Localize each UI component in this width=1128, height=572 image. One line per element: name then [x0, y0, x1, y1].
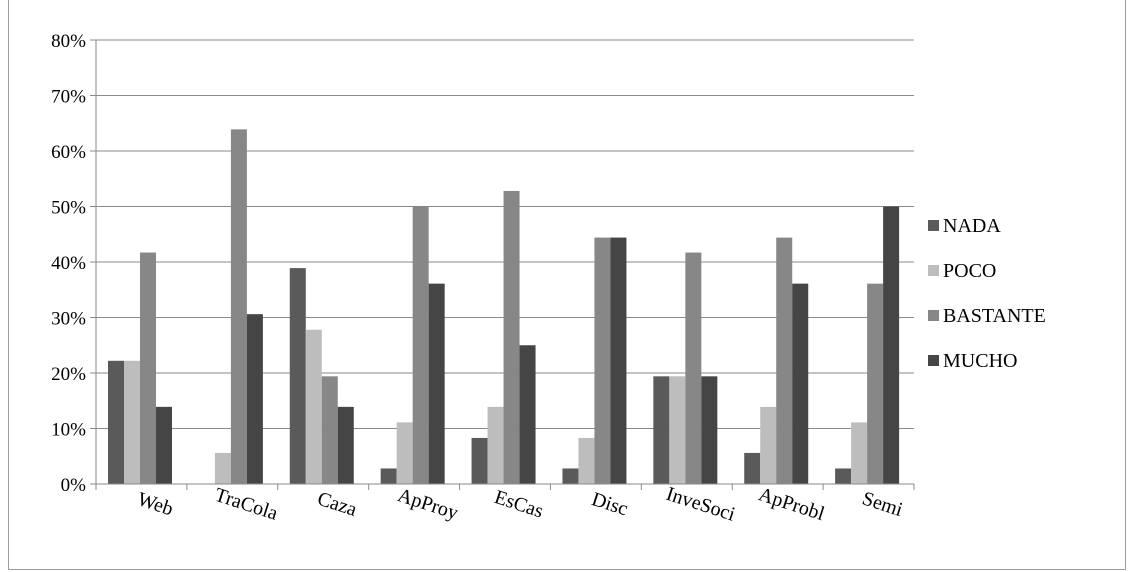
bar-bastante-approbl: [776, 237, 793, 484]
bar-mucho-invesoci: [701, 376, 718, 484]
y-tick-labels: 0% 10% 20% 30% 40% 50% 60% 70% 80%: [51, 31, 86, 496]
bar-nada-approy: [380, 468, 397, 484]
axes: [90, 39, 915, 490]
y-tick-label: 20%: [51, 364, 86, 385]
bar-nada-caza: [289, 268, 306, 484]
y-tick-label: 50%: [51, 198, 86, 219]
y-tick-label: 30%: [51, 309, 86, 330]
bar-mucho-web: [156, 406, 172, 484]
legend-label-mucho: MUCHO: [943, 350, 1017, 372]
bar-poco-disc: [578, 437, 595, 484]
x-category-label: InveSoci: [663, 483, 738, 526]
y-tick-label: 60%: [51, 142, 86, 163]
bar-mucho-caza: [337, 406, 354, 484]
bar-poco-invesoci: [669, 376, 686, 484]
legend-label-poco: POCO: [943, 260, 996, 282]
bar-mucho-approy: [428, 283, 445, 484]
x-category-label: ApProy: [395, 484, 461, 524]
bar-bastante-disc: [594, 237, 611, 484]
bar-nada-escas: [471, 437, 488, 484]
bar-mucho-disc: [610, 237, 627, 484]
legend-swatch-poco: [928, 265, 939, 276]
bar-bastante-semi: [867, 283, 884, 484]
bar-mucho-escas: [519, 345, 536, 484]
x-category-label: Semi: [859, 487, 905, 521]
x-category-label: EsCas: [492, 486, 547, 522]
x-category-label: Disc: [589, 488, 631, 520]
bar-poco-web: [124, 360, 140, 484]
bar-poco-semi: [851, 422, 868, 484]
legend-label-bastante: BASTANTE: [943, 305, 1046, 327]
legend-label-nada: NADA: [943, 215, 1001, 237]
bar-poco-tracola: [214, 452, 231, 484]
bar-mucho-semi: [883, 206, 900, 484]
bar-bastante-tracola: [230, 129, 247, 485]
bar-bastante-caza: [321, 376, 338, 484]
bar-nada-disc: [562, 468, 579, 484]
bar-bastante-escas: [503, 190, 520, 484]
legend-swatch-mucho: [928, 355, 939, 366]
bar-bastante-web: [140, 252, 156, 484]
bar-nada-semi: [835, 468, 852, 484]
bar-mucho-approbl: [792, 283, 809, 484]
bar-poco-caza: [305, 329, 322, 484]
y-tick-label: 80%: [51, 31, 86, 52]
bar-poco-approbl: [760, 406, 777, 484]
legend-swatch-nada: [928, 220, 939, 231]
y-tick-label: 40%: [51, 253, 86, 274]
x-category-label: Web: [135, 488, 176, 520]
x-category-label: Caza: [315, 488, 360, 521]
y-tick-label: 0%: [61, 475, 87, 496]
bars: [108, 129, 900, 485]
bar-poco-escas: [487, 406, 504, 484]
bar-nada-approbl: [744, 452, 761, 484]
bar-bastante-approy: [412, 206, 429, 484]
y-tick-label: 10%: [51, 420, 86, 441]
y-tick-label: 70%: [51, 87, 86, 108]
bar-poco-approy: [396, 422, 413, 484]
legend: NADA POCO BASTANTE MUCHO: [928, 215, 1046, 372]
bar-bastante-invesoci: [685, 252, 702, 484]
x-category-labels: Web TraCola Caza ApProy EsCas Disc InveSoci ApP…: [135, 483, 906, 526]
x-category-label: ApProbl: [756, 483, 828, 525]
bar-nada-invesoci: [653, 376, 670, 484]
bar-nada-web: [108, 360, 124, 484]
bar-mucho-tracola: [246, 314, 263, 484]
x-category-label: TraCola: [212, 484, 281, 525]
legend-swatch-bastante: [928, 310, 939, 321]
